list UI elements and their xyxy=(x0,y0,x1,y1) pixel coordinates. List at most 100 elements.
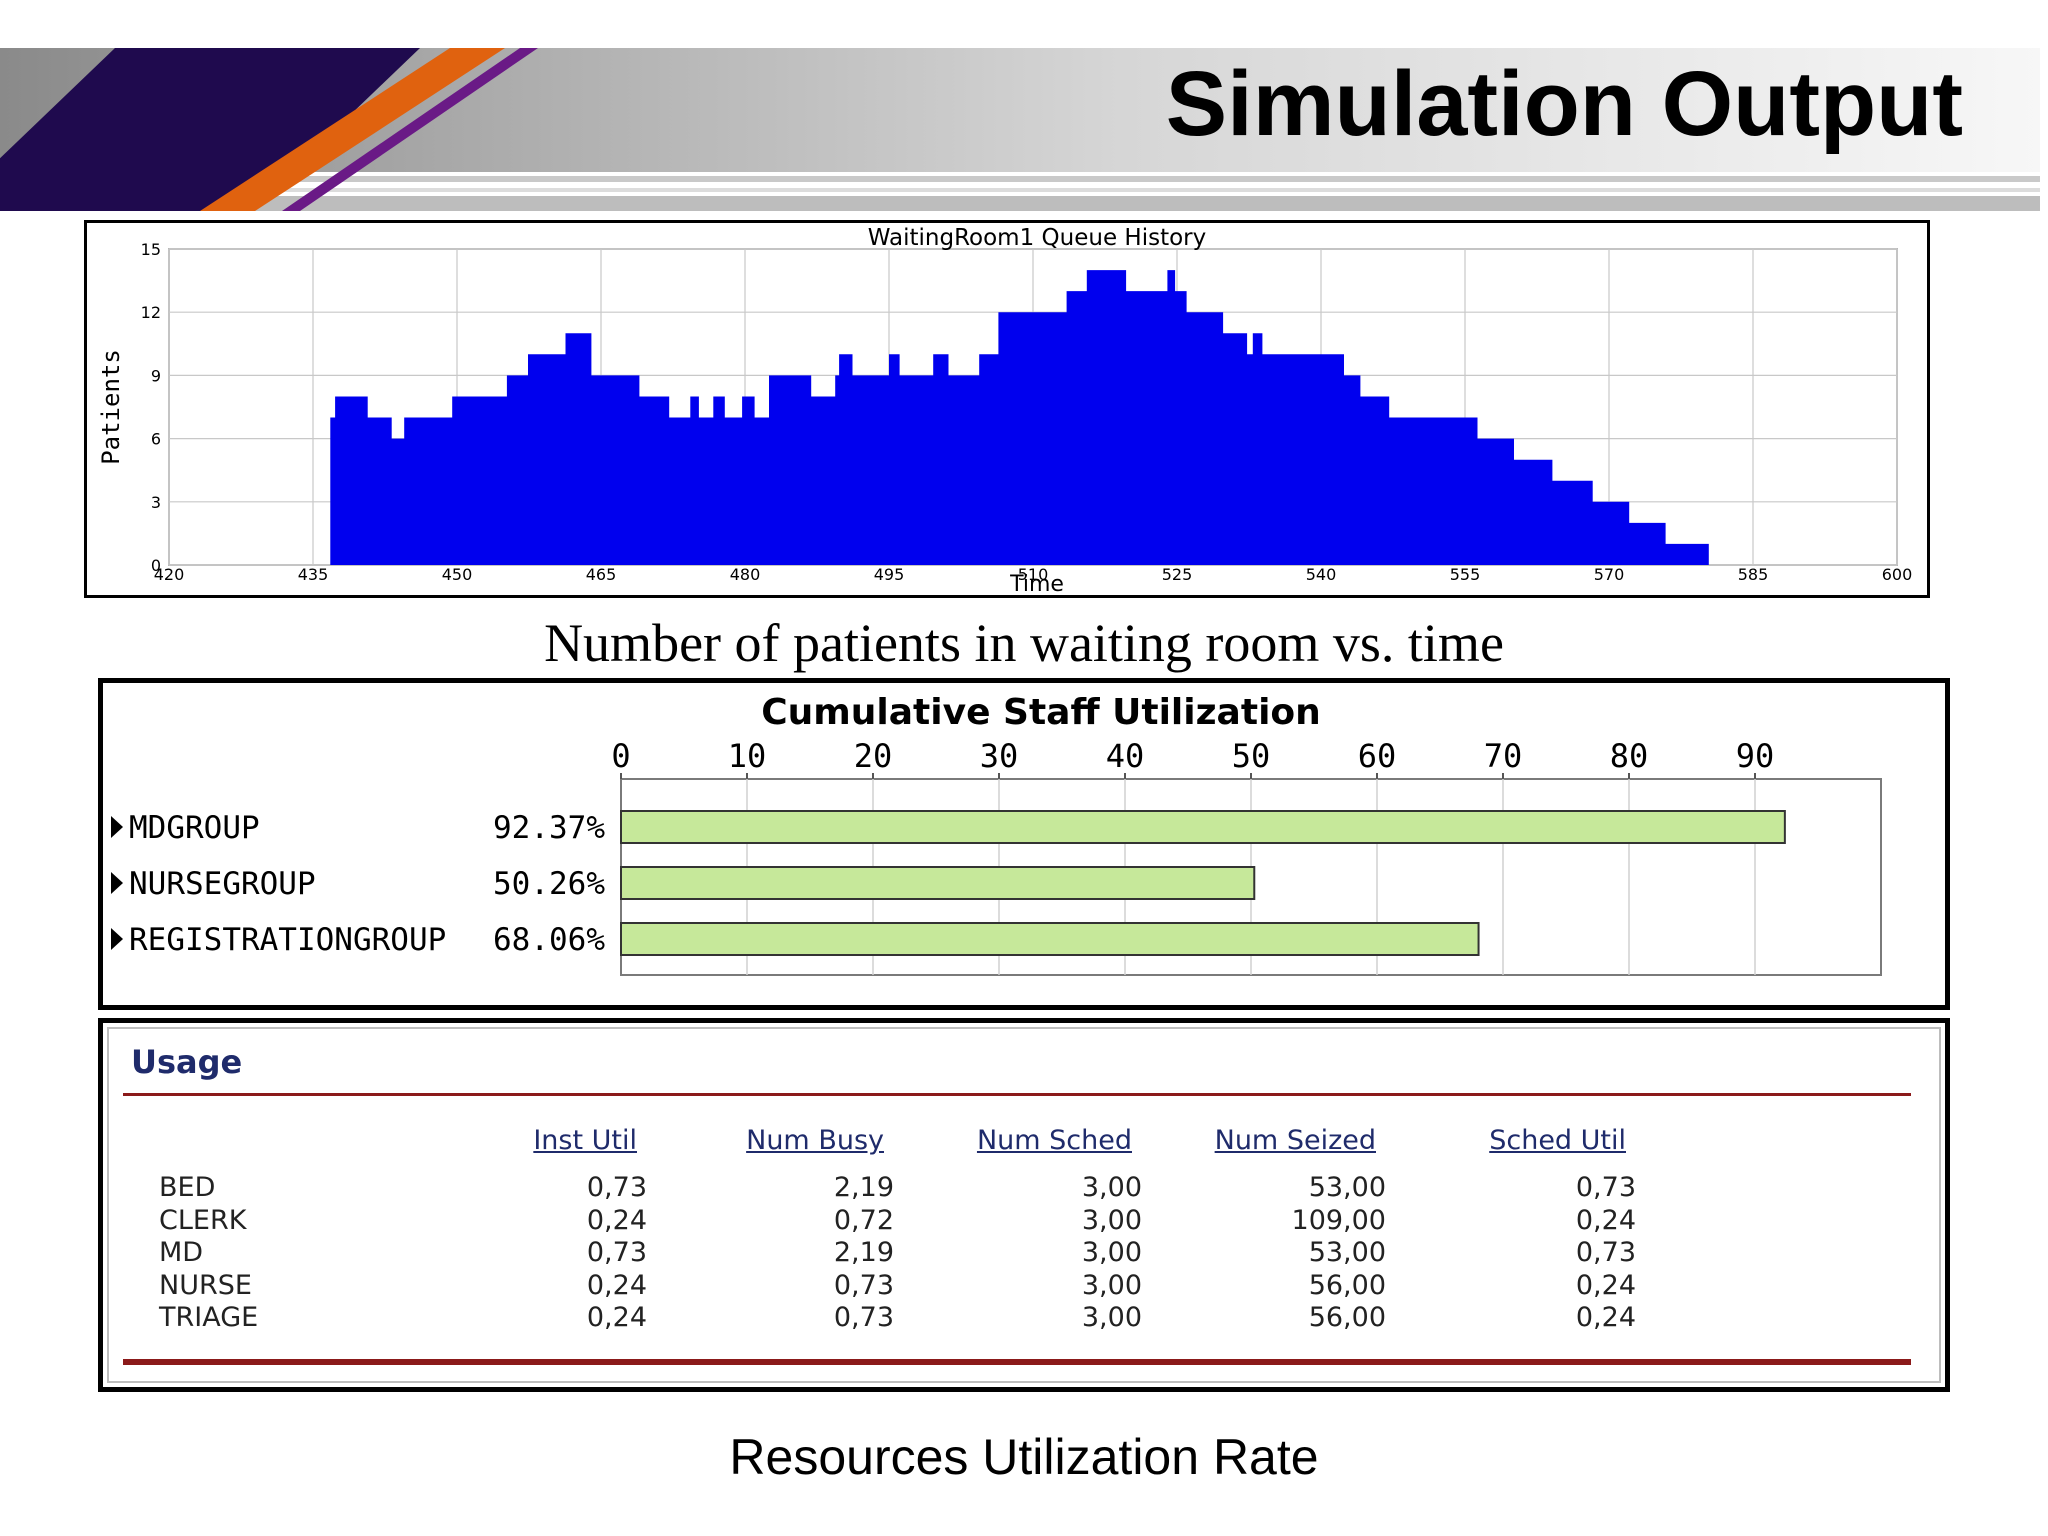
usage-cell: 2,19 xyxy=(833,1172,894,1203)
queue-x-tick-label: 555 xyxy=(1450,565,1481,584)
queue-x-tick-label: 570 xyxy=(1594,565,1625,584)
usage-column-header[interactable]: Inst Util xyxy=(533,1125,637,1156)
usage-cell: 3,00 xyxy=(1081,1302,1142,1333)
usage-cell: 0,73 xyxy=(586,1237,647,1268)
slide-title: Simulation Output xyxy=(1165,53,1963,155)
usage-column-header[interactable]: Sched Util xyxy=(1489,1125,1626,1156)
usage-cell: 3,00 xyxy=(1081,1269,1142,1301)
banner-orange-slash xyxy=(200,48,505,211)
utilization-x-tick-label: 40 xyxy=(1106,737,1145,775)
usage-cell: 0,24 xyxy=(586,1269,647,1301)
expand-arrow-icon[interactable] xyxy=(111,928,123,950)
queue-y-tick-label: 0 xyxy=(151,556,161,575)
usage-panel-inner: Usage Inst Util Num Busy Num Sched Num Seiz… xyxy=(107,1027,1941,1383)
utilization-x-tick-label: 60 xyxy=(1358,737,1397,775)
usage-cell: 0,73 xyxy=(833,1302,894,1333)
queue-x-tick-label: 540 xyxy=(1306,565,1337,584)
queue-y-tick-label: 15 xyxy=(141,240,161,259)
queue-chart-y-axis-label: Patients xyxy=(97,349,125,465)
utilization-x-tick-label: 50 xyxy=(1232,737,1271,775)
queue-x-tick-label: 480 xyxy=(730,565,761,584)
utilization-caption: Resources Utilization Rate xyxy=(729,1429,1319,1485)
utilization-x-tick-label: 0 xyxy=(611,737,630,775)
queue-x-tick-label: 435 xyxy=(298,565,329,584)
usage-column-header[interactable]: Num Busy xyxy=(746,1125,884,1156)
queue-x-tick-label: 420 xyxy=(154,565,185,584)
utilization-category-label: REGISTRATIONGROUP xyxy=(129,922,446,958)
usage-panel: Usage Inst Util Num Busy Num Sched Num Seiz… xyxy=(98,1018,1950,1392)
usage-cell: 3,00 xyxy=(1081,1204,1142,1236)
usage-cell: 0,72 xyxy=(833,1204,894,1236)
utilization-x-tick-label: 10 xyxy=(728,737,767,775)
usage-cell: 0,73 xyxy=(833,1269,894,1301)
queue-y-tick-label: 6 xyxy=(151,430,161,449)
usage-resource-name: CLERK xyxy=(159,1204,247,1236)
usage-cell: 109,00 xyxy=(1291,1204,1386,1236)
utilization-x-tick-label: 80 xyxy=(1610,737,1649,775)
utilization-value-label: 68.06% xyxy=(493,922,605,958)
usage-cell: 53,00 xyxy=(1308,1237,1386,1268)
utilization-value-label: 50.26% xyxy=(493,866,605,902)
usage-column-header[interactable]: Num Sched xyxy=(976,1125,1132,1156)
utilization-bar xyxy=(620,922,1480,956)
usage-cell: 56,00 xyxy=(1308,1269,1386,1301)
usage-resource-name: TRIAGE xyxy=(159,1302,259,1333)
usage-cell: 2,19 xyxy=(833,1237,894,1268)
queue-chart-x-axis-label: Time xyxy=(1009,572,1064,595)
queue-x-tick-label: 495 xyxy=(874,565,905,584)
usage-cell: 0,24 xyxy=(586,1302,647,1333)
usage-column-header[interactable]: Num Seized xyxy=(1214,1125,1376,1156)
queue-x-tick-label: 450 xyxy=(442,565,473,584)
usage-cell: 0,24 xyxy=(1575,1204,1636,1236)
banner-stripe xyxy=(0,196,2040,211)
utilization-x-tick-label: 90 xyxy=(1736,737,1775,775)
queue-length-series xyxy=(330,270,1709,565)
usage-table-row: BED 0,73 2,19 3,00 53,00 0,73 xyxy=(109,1172,1949,1204)
usage-divider-bottom xyxy=(123,1359,1911,1365)
staff-utilization-plot: Cumulative Staff Utilization 0 10 20 30 40 50… xyxy=(111,692,1882,976)
usage-cell: 0,73 xyxy=(1575,1237,1636,1268)
usage-cell: 0,24 xyxy=(1575,1269,1636,1301)
usage-resource-name: BED xyxy=(159,1172,216,1203)
utilization-x-tick-label: 70 xyxy=(1484,737,1523,775)
expand-arrow-icon[interactable] xyxy=(111,872,123,894)
queue-y-tick-label: 3 xyxy=(151,493,161,512)
header-banner xyxy=(0,48,2040,211)
banner-stripe xyxy=(0,176,2040,182)
usage-cell: 3,00 xyxy=(1081,1172,1142,1203)
utilization-category-label: MDGROUP xyxy=(129,810,260,846)
queue-x-tick-label: 585 xyxy=(1738,565,1769,584)
usage-cell: 0,24 xyxy=(1575,1302,1636,1333)
utilization-value-label: 92.37% xyxy=(493,810,605,846)
queue-chart-title: WaitingRoom1 Queue History xyxy=(868,225,1206,251)
usage-resource-name: MD xyxy=(159,1237,204,1268)
utilization-chart-title: Cumulative Staff Utilization xyxy=(761,692,1321,733)
staff-utilization-chart: Cumulative Staff Utilization 0 10 20 30 40 50… xyxy=(98,678,1950,1010)
queue-y-tick-label: 9 xyxy=(151,366,161,385)
utilization-category-label: NURSEGROUP xyxy=(129,866,316,902)
usage-divider-top xyxy=(123,1093,1911,1096)
banner-stripe xyxy=(0,188,2040,192)
usage-cell: 0,73 xyxy=(586,1172,647,1203)
usage-title: Usage xyxy=(131,1043,243,1081)
queue-history-plot: 420 435 450 465 480 495 510 525 540 555 570 585 600 0… xyxy=(97,225,1913,595)
usage-cell: 56,00 xyxy=(1308,1302,1386,1333)
banner-violet-slash xyxy=(282,48,538,211)
queue-y-tick-label: 12 xyxy=(141,303,161,322)
queue-x-tick-label: 510 xyxy=(1018,565,1049,584)
utilization-x-tick-label: 30 xyxy=(980,737,1019,775)
usage-cell: 0,73 xyxy=(1575,1172,1636,1203)
usage-table-row: NURSE 0,24 0,73 3,00 56,00 0,24 xyxy=(109,1270,1949,1302)
usage-table-row: MD 0,73 2,19 3,00 53,00 0,73 xyxy=(109,1237,1949,1269)
queue-x-tick-label: 465 xyxy=(586,565,617,584)
utilization-bar xyxy=(620,810,1786,844)
queue-chart-caption: Number of patients in waiting room vs. t… xyxy=(544,613,1504,673)
utilization-x-tick-label: 20 xyxy=(854,737,893,775)
usage-resource-name: NURSE xyxy=(159,1269,252,1301)
queue-x-tick-label: 600 xyxy=(1882,565,1913,584)
expand-arrow-icon[interactable] xyxy=(111,816,123,838)
usage-cell: 3,00 xyxy=(1081,1237,1142,1268)
usage-cell: 53,00 xyxy=(1308,1172,1386,1203)
queue-history-chart: 420 435 450 465 480 495 510 525 540 555 570 585 600 0… xyxy=(84,220,1930,598)
usage-table-row: CLERK 0,24 0,72 3,00 109,00 0,24 xyxy=(109,1205,1949,1237)
